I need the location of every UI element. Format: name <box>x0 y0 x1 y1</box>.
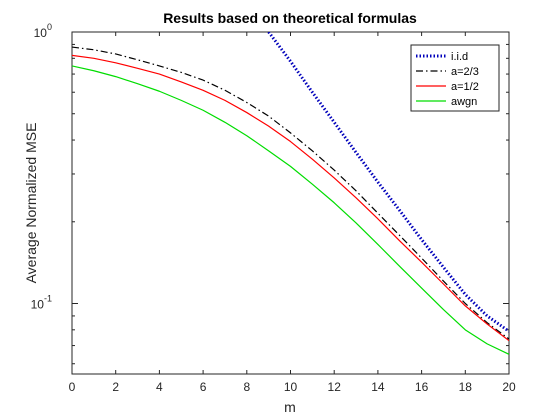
x-tick-label: 0 <box>69 380 76 394</box>
x-tick-label: 2 <box>112 380 119 394</box>
y-tick-base: 10 <box>34 26 48 40</box>
x-tick-label: 12 <box>328 380 342 394</box>
x-ticks: 0 2 4 6 8 10 12 14 16 18 20 <box>69 32 516 394</box>
x-tick-label: 4 <box>156 380 163 394</box>
legend-box <box>410 44 500 112</box>
chart-title: Results based on theoretical formulas <box>163 10 417 26</box>
legend-label: a=2/3 <box>451 66 479 78</box>
y-axis-label: Average Normalized MSE <box>23 123 39 284</box>
x-tick-label: 14 <box>371 380 385 394</box>
legend: i.i.d a=2/3 a=1/2 awgn <box>410 44 500 112</box>
legend-label: a=1/2 <box>451 81 479 93</box>
x-tick-label: 10 <box>284 380 298 394</box>
y-tick-exponent: -1 <box>44 294 52 304</box>
x-tick-label: 20 <box>502 380 516 394</box>
series-line-a-1-2 <box>72 54 509 342</box>
legend-label: i.i.d <box>451 51 468 63</box>
series-line-awgn <box>72 65 509 355</box>
legend-label: awgn <box>451 96 477 108</box>
x-tick-label: 18 <box>459 380 473 394</box>
series-layer <box>72 32 509 355</box>
x-tick-label: 16 <box>415 380 429 394</box>
x-tick-label: 8 <box>243 380 250 394</box>
y-tick-label: 10-1 <box>31 294 52 312</box>
y-tick-base: 10 <box>31 298 45 312</box>
y-tick-exponent: 0 <box>47 22 52 32</box>
series-line-a-2-3 <box>72 46 509 340</box>
y-tick-label: 100 <box>34 22 52 40</box>
x-tick-label: 6 <box>200 380 207 394</box>
series-line-i-i-d <box>267 32 509 333</box>
x-axis-label: m <box>284 399 296 415</box>
